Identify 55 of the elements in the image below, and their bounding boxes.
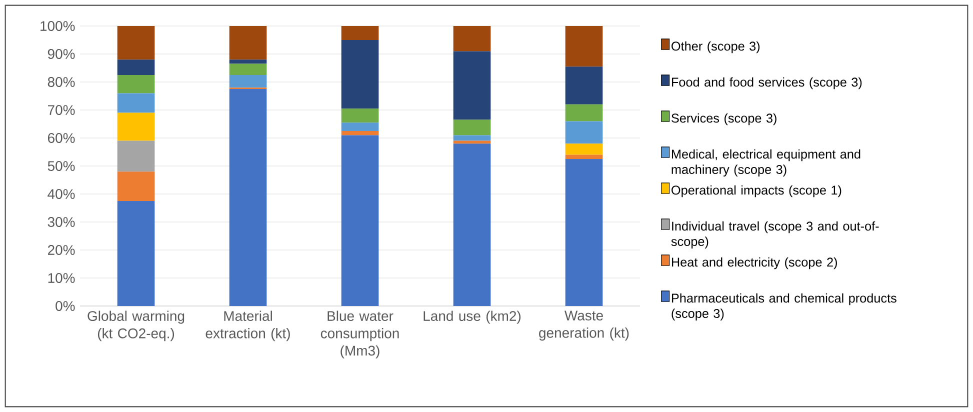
bar <box>453 120 491 136</box>
bar <box>229 89 267 306</box>
y-tick-label: 90% <box>48 49 75 59</box>
legend-label: Food and food services (scope 3) <box>672 77 862 90</box>
y-tick-label: 20% <box>48 245 75 255</box>
legend-label: Heat and electricity (scope 2) <box>672 257 837 270</box>
legend-label: Services (scope 3) <box>672 113 776 126</box>
y-tick-label: 60% <box>48 133 75 143</box>
bar <box>341 135 379 306</box>
bar <box>229 75 267 88</box>
legend-label: Other (scope 3) <box>672 41 760 54</box>
y-tick-label: 80% <box>48 77 75 87</box>
bar <box>229 60 267 64</box>
y-tick-label: 100% <box>40 21 75 31</box>
y-tick-label: 10% <box>48 273 75 283</box>
bar <box>117 60 155 76</box>
bar <box>453 51 491 120</box>
y-tick-label: 0% <box>56 301 75 311</box>
y-tick-label: 70% <box>48 105 75 115</box>
bar <box>117 172 155 202</box>
legend-label: Individual travel (scope 3 and out-of-scope) <box>671 221 879 248</box>
bar <box>565 121 603 144</box>
bar <box>117 26 155 60</box>
bar <box>341 122 379 132</box>
bar <box>565 159 603 306</box>
bar <box>117 75 155 94</box>
bar <box>565 104 603 122</box>
bar <box>565 144 603 155</box>
bar <box>117 140 155 172</box>
legend-label: Operational impacts (scope 1) <box>672 185 842 198</box>
x-tick-label: Material extraction (kt) <box>206 310 290 342</box>
x-tick-label: Global warming (kt CO2-eq.) <box>88 310 184 342</box>
bar <box>565 26 603 67</box>
x-tick-label: Land use (km2) <box>424 310 521 324</box>
bar <box>117 201 155 306</box>
bar <box>229 64 267 76</box>
y-tick-label: 30% <box>48 217 75 227</box>
bar <box>453 144 491 306</box>
bar <box>453 26 491 52</box>
legend-label: Medical, electrical equipment and machinery (scope 3) <box>672 149 860 176</box>
bar <box>341 26 379 40</box>
bar <box>341 131 379 136</box>
y-tick-label: 50% <box>48 161 75 171</box>
bar <box>229 26 267 60</box>
bar <box>341 108 379 123</box>
bar <box>565 66 603 104</box>
bar <box>565 154 603 160</box>
bar <box>341 40 379 109</box>
x-tick-label: Blue water consumption (Mm3) <box>320 310 399 358</box>
y-tick-label: 40% <box>48 189 75 199</box>
x-tick-label: Waste generation (kt) <box>539 310 629 341</box>
bar <box>453 135 491 141</box>
bar <box>117 93 155 113</box>
bar <box>117 112 155 141</box>
legend-label: Pharmaceuticals and chemical products (scope 3) <box>672 293 896 320</box>
